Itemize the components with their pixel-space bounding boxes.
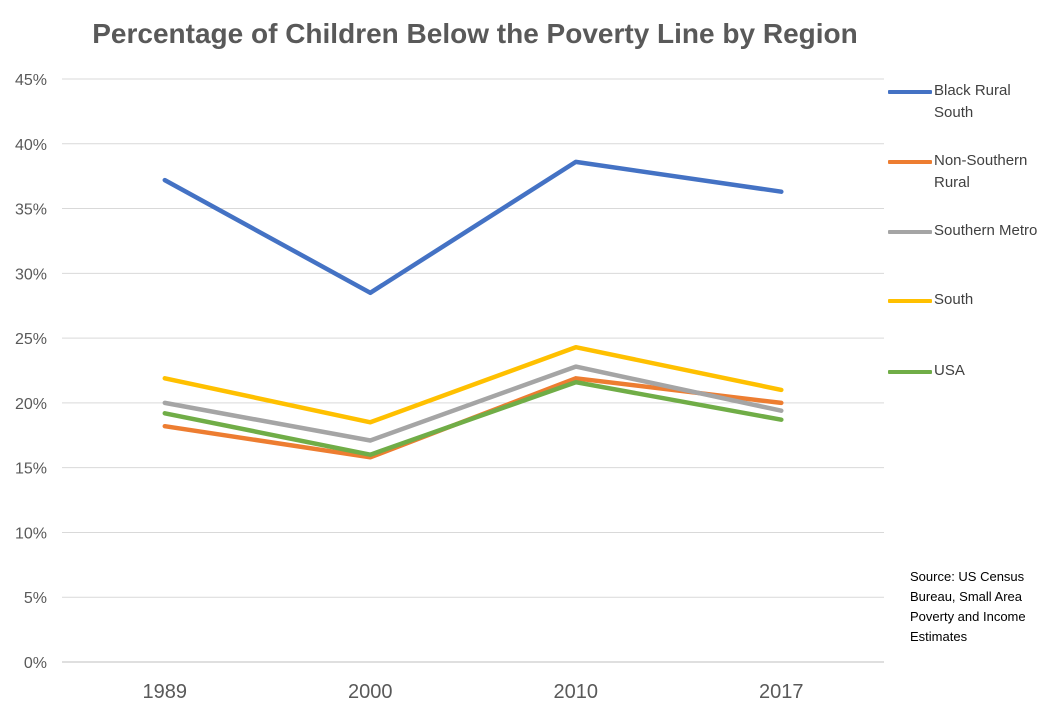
x-axis-ticks: 1989 2000 2010 2017 [143,681,804,703]
source-annotation: Source: US Census Bureau, Small Area Pov… [910,569,1026,644]
legend-label: Black Rural South [934,82,1011,121]
y-tick-label: 30% [15,266,47,283]
series-line-usa [162,379,784,457]
legend-item-south: South [888,289,1054,311]
y-axis-ticks: 0% 5% 10% 15% 20% 25% 30% 35% 40% 45% [15,72,47,672]
legend-swatch [888,160,932,164]
legend-item-southern-metro: Southern Metro [888,220,1054,242]
y-tick-label: 20% [15,396,47,413]
legend-swatch [888,299,932,303]
legend-label: Southern Metro [934,222,1038,239]
x-tick-label: 2017 [759,681,804,703]
legend-swatch [888,230,932,234]
x-tick-label: 2000 [348,681,393,703]
y-tick-label: 5% [24,590,47,607]
legend-swatch [888,370,932,374]
y-tick-label: 25% [15,331,47,348]
x-tick-label: 1989 [143,681,188,703]
legend-label: USA [934,362,965,379]
y-tick-label: 45% [15,72,47,89]
legend-item-black-rural-south: Black Rural South [888,80,1054,124]
legend-item-usa: USA [888,360,1054,382]
y-tick-label: 0% [24,655,47,672]
legend-label: South [934,291,974,308]
legend-label: Non-Southern Rural [934,152,1028,191]
legend-swatch [888,90,932,94]
y-tick-label: 40% [15,137,47,154]
x-tick-label: 2010 [554,681,599,703]
series-line-southern-metro [162,364,784,443]
gridlines [62,78,884,663]
y-tick-label: 10% [15,525,47,542]
y-tick-label: 35% [15,202,47,219]
series-lines [162,159,784,460]
legend-item-non-southern-rural: Non-Southern Rural [888,150,1054,194]
chart-title: Percentage of Children Below the Poverty… [92,18,858,49]
y-tick-label: 15% [15,461,47,478]
series-line-south [162,344,784,425]
series-line-black-rural-south [162,159,784,296]
